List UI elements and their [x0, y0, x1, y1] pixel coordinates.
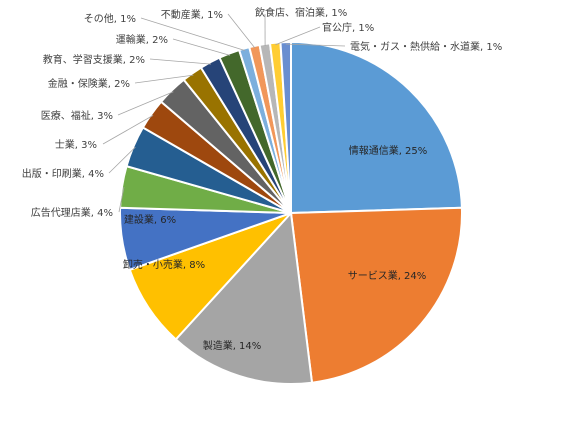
pie-slices	[119, 40, 463, 385]
data-label: 運輸業, 2%	[116, 33, 168, 46]
data-label: 製造業, 14%	[203, 339, 262, 352]
data-label: 士業, 3%	[55, 138, 97, 151]
leader-line	[108, 146, 136, 174]
data-label: 電気・ガス・熱供給・水道業, 1%	[350, 40, 502, 53]
data-label: その他, 1%	[84, 12, 136, 25]
data-label: 官公庁, 1%	[322, 21, 374, 34]
leader-line	[172, 38, 231, 56]
pie-slice-1	[290, 40, 463, 215]
leader-line	[149, 58, 212, 65]
leader-line	[117, 91, 174, 116]
data-label: 不動産業, 1%	[161, 8, 223, 21]
leader-line	[102, 115, 154, 145]
data-label: 広告代理店業, 4%	[31, 206, 113, 219]
data-label: 建設業, 6%	[124, 213, 176, 226]
pie-slice-2	[289, 206, 463, 384]
leader-line	[275, 26, 321, 46]
data-label: 教育、学習支援業, 2%	[43, 53, 145, 66]
data-label: 金融・保険業, 2%	[48, 77, 130, 90]
leader-line	[285, 43, 346, 47]
data-label: 卸売・小売業, 8%	[123, 258, 205, 271]
data-label: 医療、福祉, 3%	[41, 109, 113, 122]
leader-line	[140, 17, 245, 51]
pie-slice-3	[174, 210, 314, 385]
leader-line	[118, 187, 125, 213]
leader-lines	[102, 13, 346, 213]
data-label: 出版・印刷業, 4%	[22, 167, 104, 180]
data-label: 飲食店、宿泊業, 1%	[255, 6, 347, 19]
data-labels: 情報通信業, 25% サービス業, 24% 製造業, 14% 卸売・小売業, 8% 建設…	[22, 6, 502, 352]
data-label: 情報通信業, 25%	[349, 144, 428, 157]
data-label: サービス業, 24%	[348, 269, 427, 282]
leader-line	[227, 13, 256, 49]
leader-line	[134, 74, 194, 84]
